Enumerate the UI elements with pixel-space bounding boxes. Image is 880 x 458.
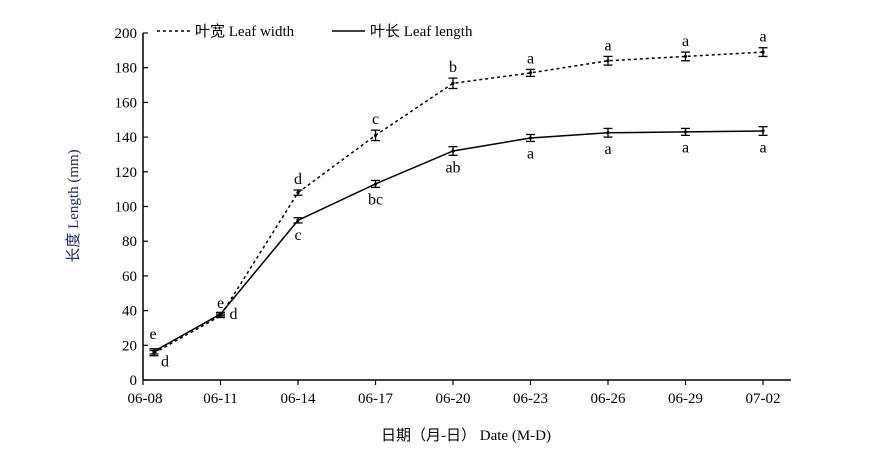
significance-letter: d: [161, 353, 169, 370]
significance-letter: a: [527, 145, 534, 162]
significance-letter: d: [230, 306, 238, 323]
significance-letter: d: [294, 171, 302, 188]
data-point: [218, 312, 223, 316]
y-tick-label: 140: [115, 130, 138, 146]
y-tick-label: 100: [115, 200, 138, 216]
x-axis-label: 日期（月-日） Date (M-D): [381, 427, 551, 444]
data-point: [528, 71, 533, 75]
data-point: [606, 131, 610, 135]
y-tick-label: 80: [122, 234, 137, 250]
significance-letter: a: [604, 141, 611, 158]
series-line-leaf-width: [153, 51, 764, 354]
x-tick-label: 06-08: [128, 391, 163, 407]
data-point: [451, 149, 455, 153]
significance-letter: e: [217, 295, 224, 312]
data-point: [296, 191, 300, 195]
series-layer: [149, 47, 768, 357]
data-point: [373, 182, 378, 186]
data-point: [373, 133, 378, 137]
legend-label: 叶长 Leaf length: [370, 23, 473, 40]
data-point: [296, 218, 300, 222]
y-tick-label: 120: [115, 165, 138, 181]
significance-letter: a: [527, 50, 534, 67]
significance-letter: c: [294, 227, 301, 244]
y-tick-label: 20: [122, 338, 137, 354]
x-tick-label: 06-20: [436, 391, 471, 407]
x-tick-label: 06-17: [358, 391, 393, 407]
significance-letter: b: [449, 59, 457, 76]
significance-letter: c: [372, 111, 379, 128]
y-tick-label: 0: [130, 373, 138, 389]
significance-letter: e: [149, 326, 156, 343]
y-tick-label: 180: [115, 61, 138, 77]
x-tick-label: 06-23: [513, 391, 548, 407]
x-tick-label: 06-14: [281, 391, 316, 407]
data-point: [761, 129, 765, 133]
significance-letter: a: [682, 33, 689, 50]
legend: 叶宽 Leaf width 叶长 Leaf length: [157, 23, 473, 40]
significance-letter: ab: [445, 159, 460, 176]
y-tick-label: 40: [122, 304, 137, 320]
data-point: [528, 136, 533, 140]
y-axis-label: 长度 Length (mm): [65, 149, 82, 262]
significance-letter: a: [759, 29, 766, 46]
y-tick-label: 60: [122, 269, 137, 285]
data-point: [683, 54, 688, 59]
significance-letter: a: [682, 139, 689, 156]
data-point: [606, 59, 610, 63]
legend-label: 叶宽 Leaf width: [195, 23, 295, 40]
x-tick-label: 06-29: [668, 391, 703, 407]
y-tick-label: 160: [115, 95, 138, 111]
significance-letter: a: [604, 37, 611, 54]
data-point: [152, 349, 156, 353]
significance-letter: a: [759, 139, 766, 156]
y-tick-label: 200: [115, 26, 138, 42]
x-tick-label: 07-02: [746, 391, 781, 407]
data-point: [451, 81, 455, 85]
significance-letter: bc: [368, 191, 383, 208]
x-tick-label: 06-11: [203, 391, 237, 407]
data-point: [683, 130, 688, 134]
x-tick-label: 06-26: [591, 391, 626, 407]
data-point: [761, 50, 765, 54]
axes: 0 20 40 60 80 100 120 140 160 180 200 06-08 06-11 06-…: [115, 26, 791, 407]
